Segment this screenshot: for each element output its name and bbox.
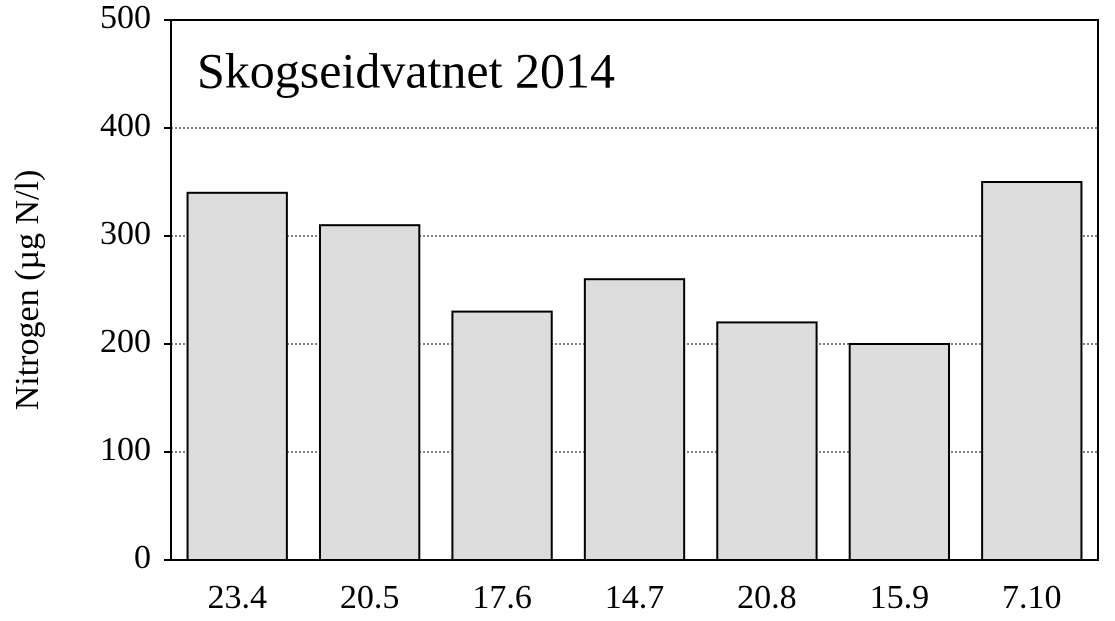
plot-frame <box>170 19 1099 561</box>
bar <box>981 181 1083 561</box>
x-tick-label: 15.9 <box>870 579 930 616</box>
y-tick-label: 300 <box>100 215 151 252</box>
bar <box>716 321 818 561</box>
x-tick-label: 14.7 <box>605 579 665 616</box>
y-tick-label: 500 <box>100 0 151 36</box>
x-tick-label: 7.10 <box>1002 579 1062 616</box>
y-tick-label: 200 <box>100 323 151 360</box>
bar <box>318 224 421 561</box>
bar <box>186 191 288 562</box>
x-tick-label: 20.5 <box>340 579 400 616</box>
x-tick-label: 20.8 <box>737 579 797 616</box>
bar <box>583 278 686 561</box>
y-axis-label: Nitrogen (µg N/l) <box>9 170 46 411</box>
y-tick-label: 0 <box>134 539 151 576</box>
x-tick-label: 23.4 <box>207 579 267 616</box>
y-tick-label: 400 <box>100 107 151 144</box>
bar <box>451 310 553 561</box>
x-tick-label: 17.6 <box>472 579 532 616</box>
chart-title: Skogseidvatnet 2014 <box>197 42 615 98</box>
y-tick-label: 100 <box>100 431 151 468</box>
bar <box>848 343 951 561</box>
